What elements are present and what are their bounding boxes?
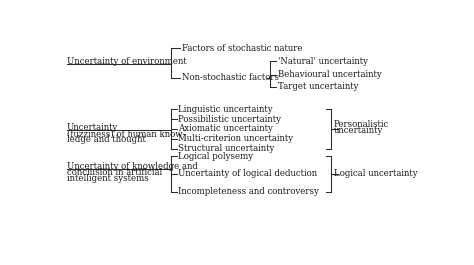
- Text: Factors of stochastic nature: Factors of stochastic nature: [182, 44, 302, 53]
- Text: (fuzziness) of human know-: (fuzziness) of human know-: [66, 129, 185, 138]
- Text: ledge and thought: ledge and thought: [66, 135, 146, 144]
- Text: uncertainty: uncertainty: [334, 126, 383, 135]
- Text: Non-stochastic factors: Non-stochastic factors: [182, 73, 279, 82]
- Text: conclusion in artificial: conclusion in artificial: [66, 168, 162, 177]
- Text: Possibilistic uncertainty: Possibilistic uncertainty: [178, 115, 281, 124]
- Text: 'Natural' uncertainty: 'Natural' uncertainty: [278, 57, 368, 66]
- Text: Linguistic uncertainty: Linguistic uncertainty: [178, 105, 273, 114]
- Text: intelligent systems: intelligent systems: [66, 174, 148, 183]
- Text: Logical uncertainty: Logical uncertainty: [334, 169, 418, 178]
- Text: Target uncertainty: Target uncertainty: [278, 82, 358, 91]
- Text: Incompleteness and controversy: Incompleteness and controversy: [178, 187, 319, 196]
- Text: Structural uncertainty: Structural uncertainty: [178, 144, 274, 153]
- Text: Uncertainty of environment: Uncertainty of environment: [66, 57, 186, 66]
- Text: Axiomatic uncertainty: Axiomatic uncertainty: [178, 125, 273, 134]
- Text: Logical polysemy: Logical polysemy: [178, 152, 253, 161]
- Text: Personalistic: Personalistic: [334, 120, 389, 129]
- Text: Uncertainty: Uncertainty: [66, 123, 118, 132]
- Text: Uncertainty of knowledge and: Uncertainty of knowledge and: [66, 162, 198, 171]
- Text: Multi-criterion uncertainty: Multi-criterion uncertainty: [178, 134, 293, 143]
- Text: Uncertainty of logical deduction: Uncertainty of logical deduction: [178, 169, 317, 178]
- Text: Behavioural uncertainty: Behavioural uncertainty: [278, 70, 382, 79]
